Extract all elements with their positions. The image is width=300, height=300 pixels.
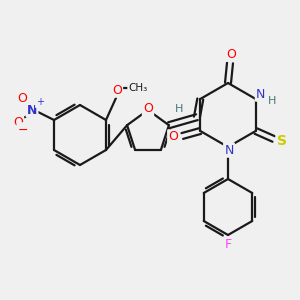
Text: O: O [112, 83, 122, 97]
Text: H: H [175, 104, 183, 114]
Text: N: N [27, 103, 37, 116]
Text: N: N [256, 88, 266, 100]
Text: −: − [18, 124, 28, 136]
Text: +: + [36, 97, 44, 107]
Text: H: H [268, 96, 276, 106]
Text: S: S [277, 134, 287, 148]
Text: CH₃: CH₃ [128, 83, 148, 93]
Text: O: O [17, 92, 27, 104]
Text: O: O [226, 47, 236, 61]
Text: F: F [224, 238, 232, 251]
Text: O: O [143, 103, 153, 116]
Text: N: N [224, 143, 234, 157]
Text: O: O [13, 116, 23, 128]
Text: O: O [168, 130, 178, 143]
